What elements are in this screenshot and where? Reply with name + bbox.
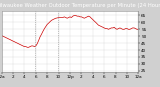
Text: Milwaukee Weather Outdoor Temperature per Minute (24 Hours): Milwaukee Weather Outdoor Temperature pe… [0, 3, 160, 8]
